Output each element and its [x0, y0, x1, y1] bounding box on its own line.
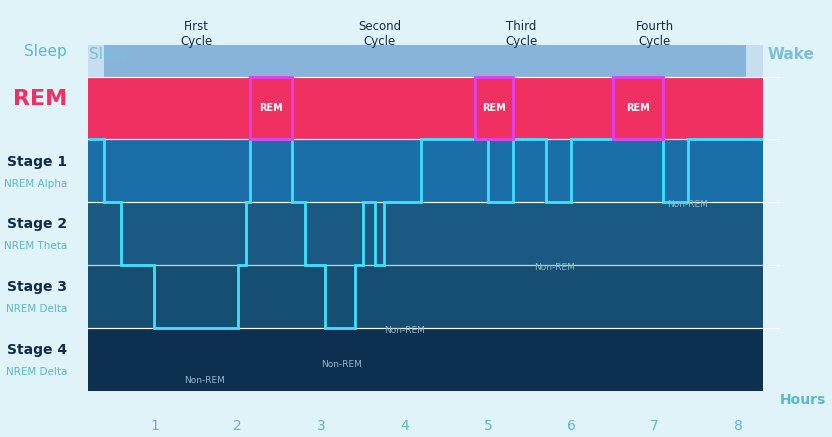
Text: NREM Delta: NREM Delta: [6, 305, 67, 315]
FancyBboxPatch shape: [88, 76, 763, 139]
Text: NREM Delta: NREM Delta: [6, 368, 67, 378]
Text: Non-REM: Non-REM: [322, 360, 363, 369]
Text: REM: REM: [260, 103, 283, 113]
Text: First
Cycle: First Cycle: [180, 20, 212, 48]
Text: Wake: Wake: [767, 47, 814, 62]
FancyBboxPatch shape: [88, 202, 763, 265]
Text: REM: REM: [626, 103, 650, 113]
Text: Non-REM: Non-REM: [667, 200, 709, 209]
Text: Stage 3: Stage 3: [7, 281, 67, 295]
FancyBboxPatch shape: [88, 45, 105, 76]
Text: Sleep: Sleep: [90, 47, 132, 62]
Text: Fourth
Cycle: Fourth Cycle: [636, 20, 674, 48]
Text: Third
Cycle: Third Cycle: [505, 20, 537, 48]
FancyBboxPatch shape: [746, 45, 763, 76]
Text: Non-REM: Non-REM: [534, 263, 575, 272]
Text: Stage 2: Stage 2: [7, 218, 67, 232]
Text: Second
Cycle: Second Cycle: [358, 20, 401, 48]
Text: Stage 1: Stage 1: [7, 155, 67, 169]
Text: REM: REM: [482, 103, 506, 113]
Text: Sleep: Sleep: [24, 44, 67, 59]
Text: NREM Theta: NREM Theta: [3, 242, 67, 251]
Text: Stage 4: Stage 4: [7, 343, 67, 357]
Text: Non-REM: Non-REM: [384, 326, 425, 335]
FancyBboxPatch shape: [88, 139, 763, 202]
FancyBboxPatch shape: [88, 328, 763, 391]
Text: Non-REM: Non-REM: [184, 376, 225, 385]
FancyBboxPatch shape: [88, 45, 763, 76]
Text: NREM Alpha: NREM Alpha: [3, 179, 67, 188]
Text: Hours: Hours: [780, 393, 826, 407]
FancyBboxPatch shape: [88, 265, 763, 328]
Text: REM: REM: [12, 89, 67, 108]
